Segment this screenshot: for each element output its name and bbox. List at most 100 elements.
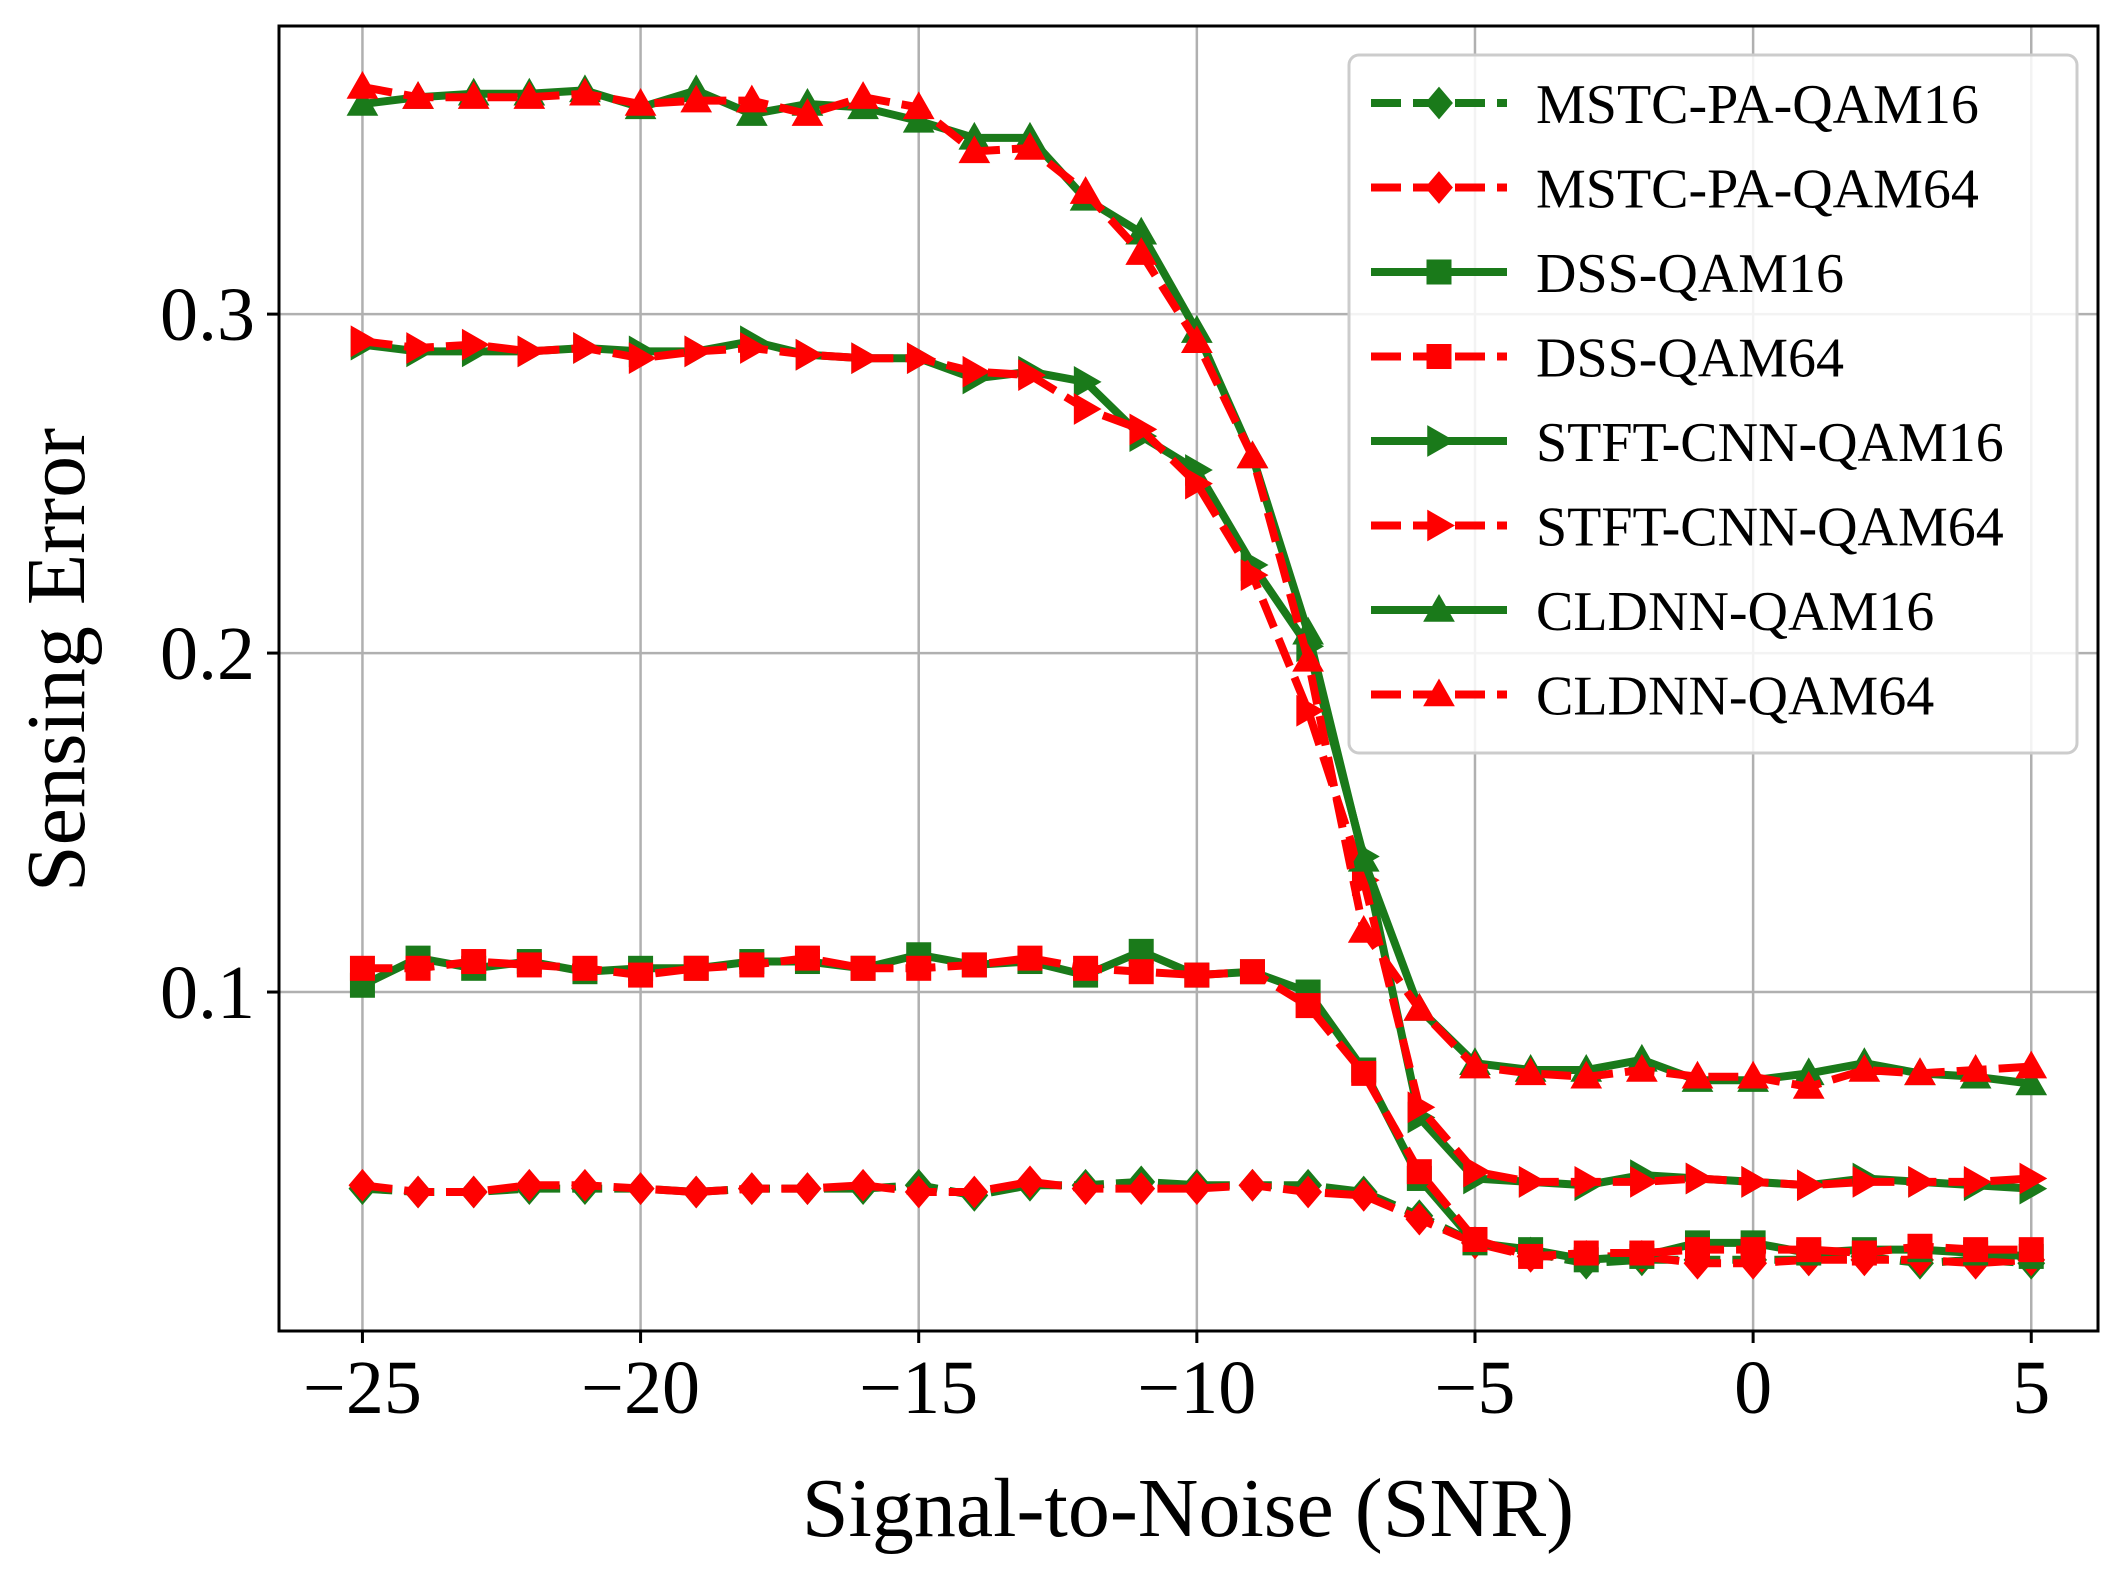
data-point: [960, 1175, 989, 1209]
data-point: [849, 1168, 877, 1202]
data-point: [1018, 359, 1046, 391]
legend-label: CLDNN-QAM64: [1536, 666, 1934, 728]
data-point: [1963, 1237, 1989, 1263]
data-point: [461, 949, 487, 975]
data-point: [1239, 959, 1265, 985]
data-point: [348, 1168, 377, 1202]
data-point: [1796, 1237, 1822, 1263]
data-point: [1570, 1060, 1603, 1089]
data-point: [461, 328, 490, 361]
data-point: [1737, 1060, 1769, 1089]
data-point: [517, 335, 546, 368]
series-stft-cnn-qam64: [350, 325, 2048, 1202]
data-point: [737, 1172, 766, 1206]
data-point: [680, 84, 713, 113]
data-point: [1294, 1175, 1323, 1209]
legend-label: STFT-CNN-QAM16: [1536, 412, 2004, 474]
data-point: [1907, 1233, 1933, 1259]
y-tick-label: 0.1: [160, 951, 255, 1035]
data-point: [1185, 467, 1213, 500]
data-point: [1127, 1172, 1156, 1206]
y-axis-title: Sensing Error: [10, 428, 103, 892]
data-point: [628, 342, 657, 375]
data-point: [349, 955, 375, 981]
data-point: [735, 84, 768, 113]
legend-marker: [1423, 593, 1455, 622]
data-point: [346, 87, 379, 116]
data-point: [573, 332, 601, 364]
data-point: [739, 952, 765, 978]
legend-label: STFT-CNN-QAM64: [1536, 497, 2004, 559]
data-point: [1574, 1165, 1603, 1198]
data-point: [795, 338, 824, 371]
x-tick-label: −25: [303, 1346, 422, 1430]
legend-marker: [1425, 86, 1453, 120]
data-point: [1295, 993, 1321, 1019]
data-point: [1740, 1237, 1766, 1263]
data-point: [1684, 1237, 1710, 1263]
data-point: [1463, 1155, 1491, 1188]
data-point: [1518, 1243, 1544, 1269]
legend-box: [1347, 53, 2079, 755]
data-point: [1851, 1240, 1877, 1266]
data-point: [683, 955, 709, 981]
data-point: [515, 1168, 544, 1202]
data-point: [1629, 1240, 1655, 1266]
legend-label: DSS-QAM16: [1536, 243, 1844, 305]
legend-item: CLDNN-QAM16: [1371, 581, 1934, 643]
data-point: [906, 342, 935, 375]
data-point: [404, 1175, 432, 1209]
data-point: [1014, 132, 1046, 160]
data-point: [1236, 440, 1269, 469]
data-point: [1016, 1165, 1044, 1199]
data-point: [571, 1168, 599, 1202]
data-point: [1347, 843, 1380, 872]
data-point: [513, 81, 546, 109]
data-point: [1073, 366, 1102, 398]
data-point: [904, 1175, 933, 1209]
data-point: [1129, 413, 1158, 446]
data-point: [628, 962, 654, 988]
data-point: [1403, 992, 1436, 1021]
legend-item: STFT-CNN-QAM16: [1371, 412, 2004, 474]
data-point: [1069, 176, 1102, 204]
legend-marker: [1427, 425, 1456, 457]
data-point: [1073, 393, 1102, 425]
data-point: [1292, 643, 1324, 672]
y-tick-label: 0.3: [160, 273, 255, 357]
data-point: [1963, 1165, 1992, 1198]
data-point: [1904, 1057, 1936, 1086]
series-cldnn-qam64: [346, 71, 2048, 1099]
data-point: [1125, 237, 1158, 265]
data-point: [406, 332, 435, 364]
data-point: [1625, 1053, 1658, 1082]
data-point: [1459, 1050, 1491, 1079]
legend-item: DSS-QAM64: [1371, 328, 1844, 390]
data-point: [2019, 1162, 2048, 1195]
legend-label: MSTC-PA-QAM16: [1536, 74, 1979, 136]
data-point: [1462, 1226, 1488, 1252]
data-point: [1184, 962, 1210, 988]
data-point: [402, 81, 434, 109]
legend-marker: [1423, 678, 1455, 707]
data-point: [962, 355, 991, 388]
data-point: [1848, 1053, 1881, 1082]
y-tick-label: 0.2: [160, 612, 255, 696]
legend-item: STFT-CNN-QAM64: [1371, 497, 2004, 559]
data-point: [2015, 1050, 2048, 1079]
data-point: [1347, 915, 1380, 943]
data-point: [2018, 1237, 2044, 1263]
data-point: [2015, 1067, 2048, 1096]
data-point: [1180, 325, 1213, 353]
x-tick-label: 5: [2012, 1346, 2050, 1430]
series-layer: [346, 71, 2048, 1280]
legend-marker: [1427, 509, 1456, 542]
data-point: [684, 335, 713, 368]
data-point: [1741, 1165, 1770, 1198]
data-point: [1518, 1165, 1547, 1198]
data-point: [850, 955, 876, 981]
data-point: [1685, 1162, 1714, 1195]
data-point: [1852, 1165, 1881, 1198]
data-point: [740, 332, 768, 364]
